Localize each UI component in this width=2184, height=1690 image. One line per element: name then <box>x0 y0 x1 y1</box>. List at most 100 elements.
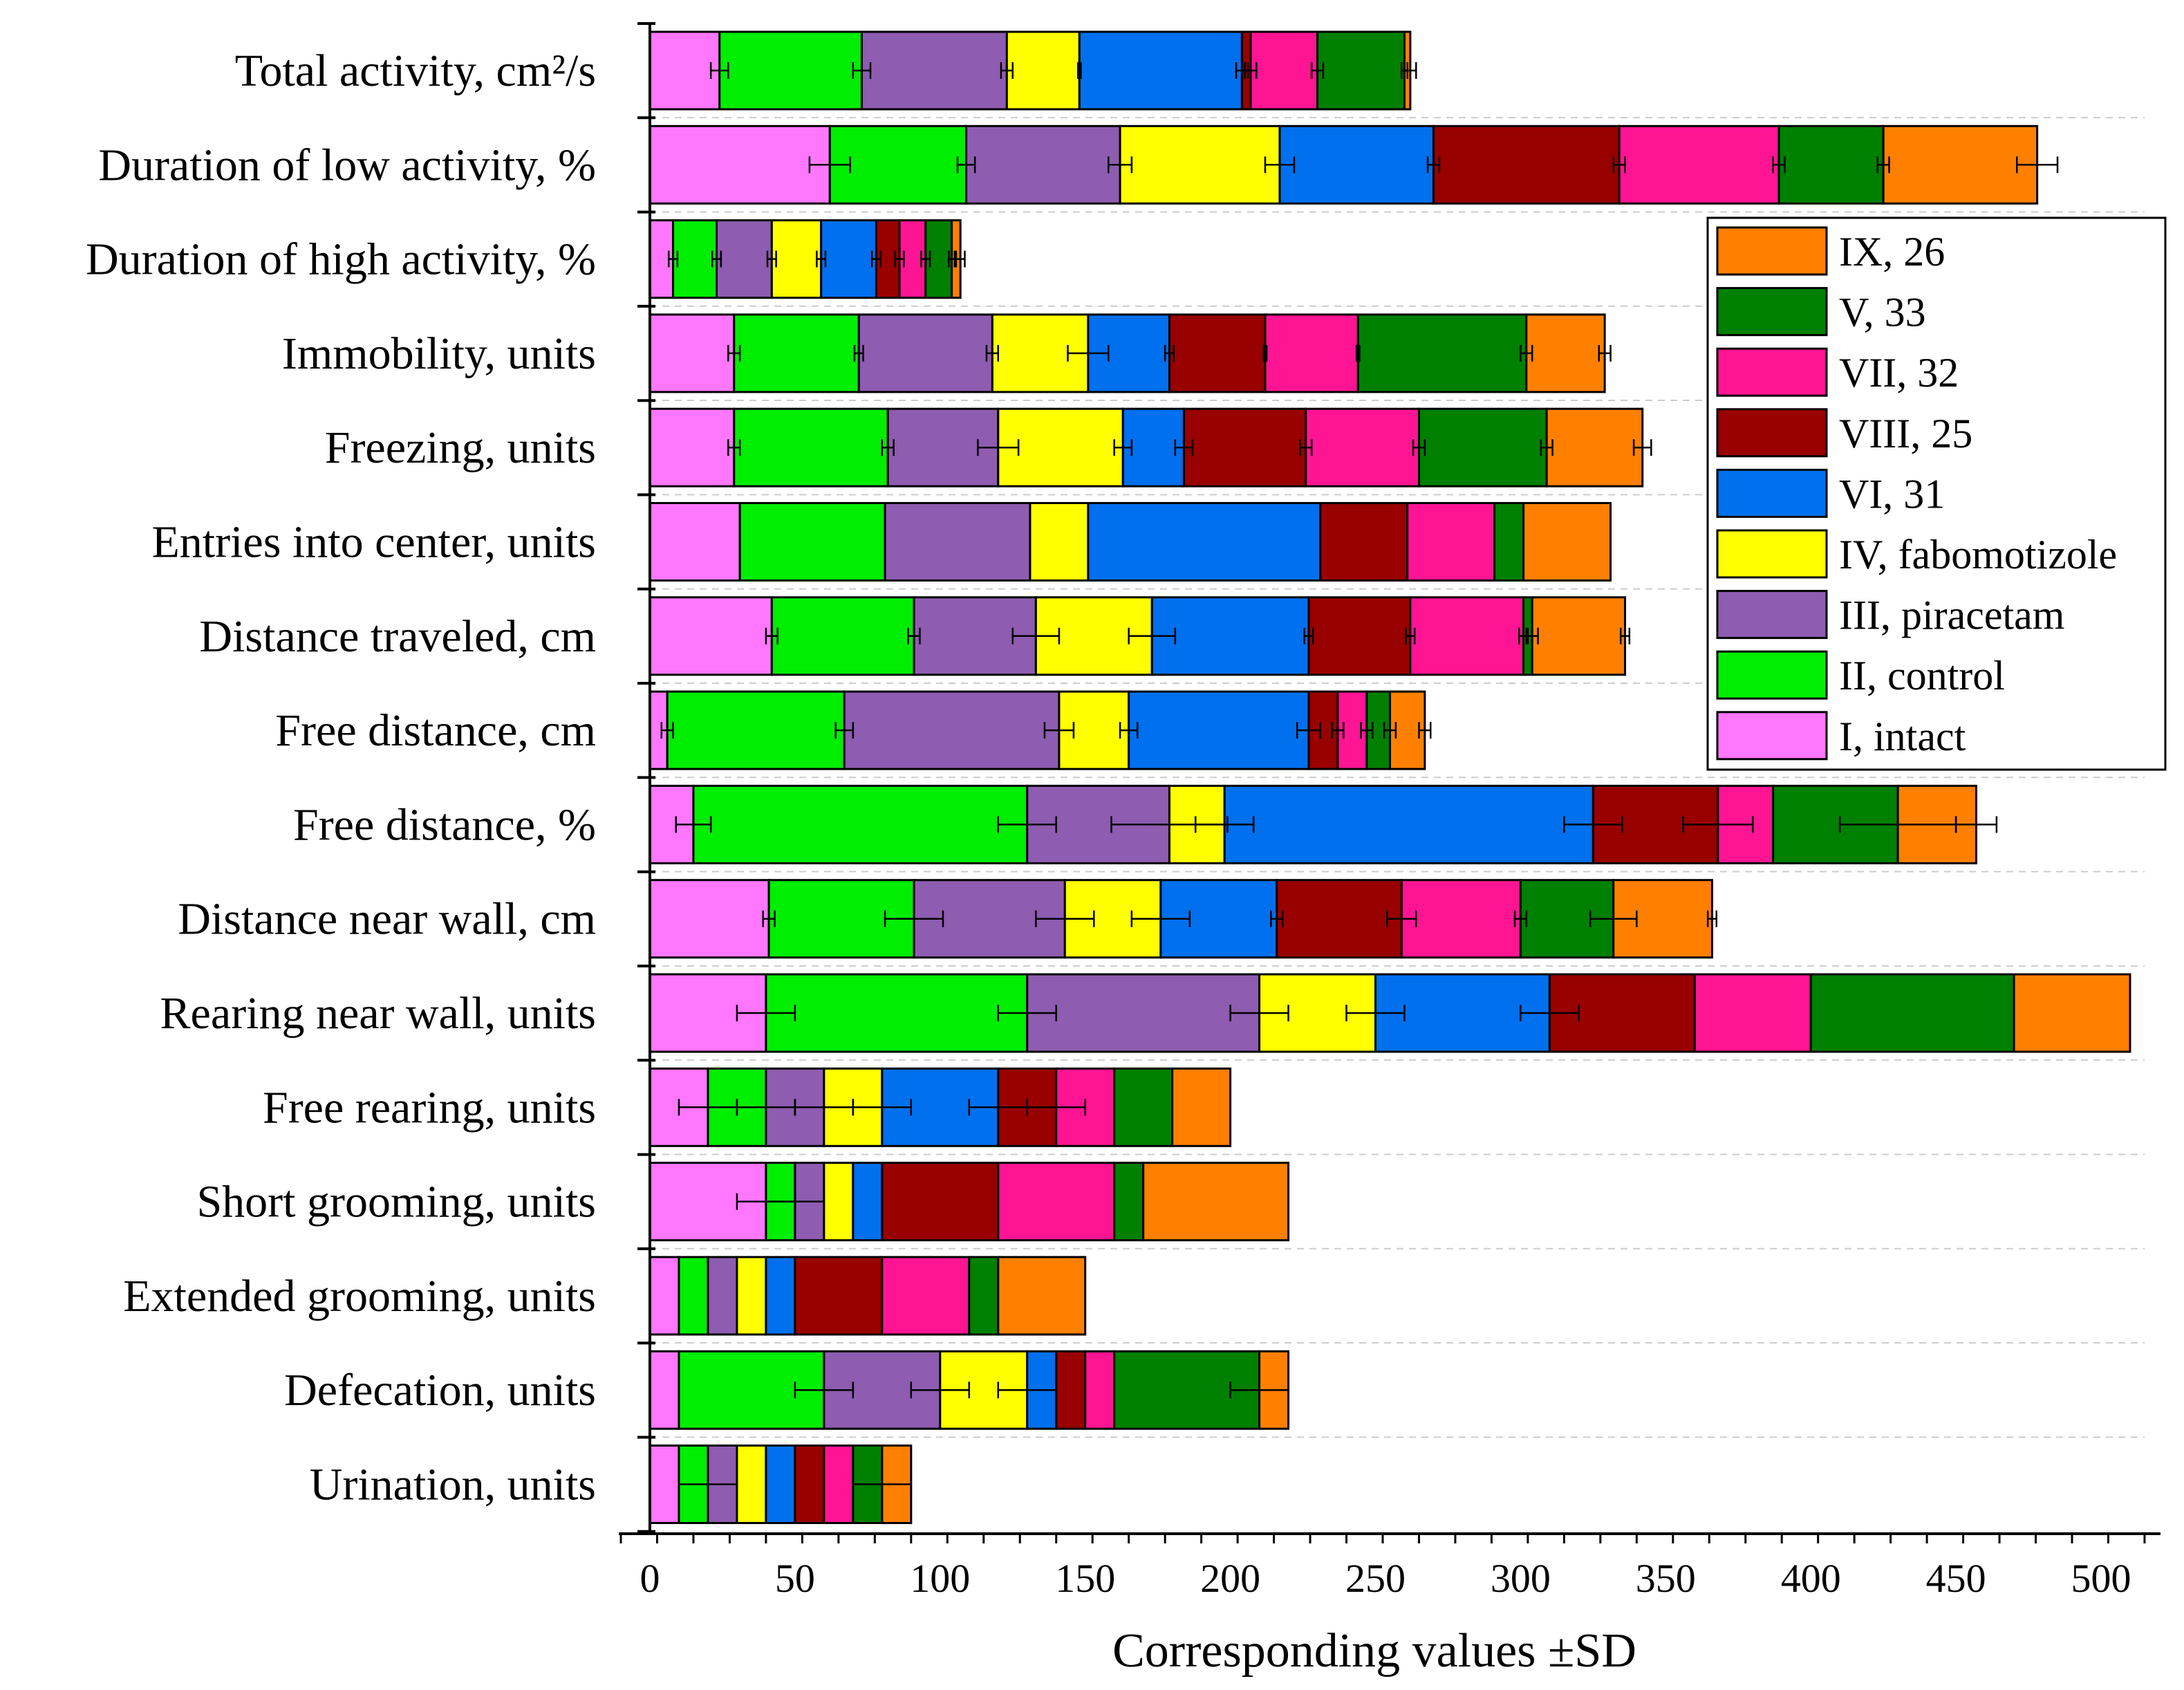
bar-v-33-short-grooming-units <box>1113 1162 1145 1242</box>
error-bar-vi-31-duration-of-low-activity <box>1426 156 1441 174</box>
category-label: Extended grooming, units <box>123 1271 596 1321</box>
bar-vii-32-immobility-units <box>1264 313 1359 393</box>
bar-ii-control-extended-grooming-units <box>678 1256 709 1336</box>
legend-item-iii-piracetam: III, piracetam <box>1716 590 2064 640</box>
bar-ii-control-total-activity-cm-s <box>718 30 863 111</box>
error-bar-vii-32-total-activity-cm-s <box>1310 62 1325 79</box>
error-bar-ix-26-duration-of-low-activity <box>2016 156 2059 174</box>
error-bar-iv-fabomotizole-distance-traveled-cm <box>1128 627 1177 644</box>
grid-lines <box>650 117 2145 1438</box>
bar-vii-32-defecation-units <box>1084 1350 1116 1430</box>
bar-iii-piracetam-rearing-near-wall-units <box>1026 973 1261 1053</box>
error-bar-vi-31-distance-near-wall-cm <box>1270 910 1284 927</box>
bar-ii-control-entries-into-center-units <box>738 502 886 582</box>
x-tick-label: 0 <box>640 1556 660 1601</box>
bar-iv-fabomotizole-duration-of-low-activity <box>1119 124 1281 205</box>
legend-swatch <box>1716 711 1828 761</box>
error-bar-v-33-duration-of-low-activity <box>1876 156 1890 174</box>
error-bar-ii-control-immobility-units <box>853 344 864 362</box>
error-bar-i-intact-free-distance <box>675 816 712 833</box>
bar-vi-31-total-activity-cm-s <box>1078 30 1243 111</box>
error-bar-ii-control-free-distance-cm <box>834 722 855 739</box>
bar-i-intact-entries-into-center-units <box>648 502 741 582</box>
bar-ii-control-freezing-units <box>733 407 889 488</box>
error-bar-iv-fabomotizole-free-rearing-units <box>852 1099 913 1116</box>
error-bar-iv-fabomotizole-free-distance <box>1194 816 1255 833</box>
bar-iii-piracetam-duration-of-low-activity <box>965 124 1121 205</box>
bar-iii-piracetam-extended-grooming-units <box>707 1256 738 1336</box>
error-bar-iii-piracetam-distance-near-wall-cm <box>1035 910 1095 927</box>
bar-v-33-total-activity-cm-s <box>1316 30 1406 111</box>
bar-viii-25-short-grooming-units <box>881 1162 1000 1242</box>
legend-label: VI, 31 <box>1839 471 1945 517</box>
category-label: Entries into center, units <box>151 517 596 568</box>
error-bar-viii-25-duration-of-high-activity <box>894 250 905 268</box>
error-bar-ix-26-distance-traveled-cm <box>1619 627 1631 644</box>
legend-item-vii-32: VII, 32 <box>1716 347 1959 397</box>
legend-label: II, control <box>1839 653 2005 698</box>
bar-v-33-rearing-near-wall-units <box>1809 973 2015 1053</box>
category-label: Immobility, units <box>282 328 596 379</box>
error-bar-vi-31-rearing-near-wall-units <box>1520 1005 1580 1021</box>
bar-iii-piracetam-total-activity-cm-s <box>860 30 1008 111</box>
bar-iv-fabomotizole-duration-of-high-activity <box>770 219 823 299</box>
legend-swatch <box>1716 287 1828 337</box>
bar-i-intact-immobility-units <box>648 313 736 393</box>
error-bar-vi-31-free-distance-cm <box>1296 722 1321 739</box>
bar-vi-31-entries-into-center-units <box>1087 502 1322 582</box>
error-bar-vii-32-free-distance-cm <box>1360 722 1374 739</box>
error-bar-iv-fabomotizole-duration-of-high-activity <box>816 250 827 268</box>
error-bar-v-33-free-distance-cm <box>1383 722 1397 739</box>
error-bar-iii-piracetam-free-distance-cm <box>1043 722 1075 739</box>
bar-vii-32-total-activity-cm-s <box>1249 30 1319 111</box>
legend-item-i-intact: I, intact <box>1716 711 1966 761</box>
x-tick-label: 250 <box>1345 1556 1406 1601</box>
bar-i-intact-extended-grooming-units <box>648 1256 680 1336</box>
bar-i-intact-distance-near-wall-cm <box>648 879 770 959</box>
error-bar-ii-control-rearing-near-wall-units <box>997 1005 1057 1021</box>
bar-vi-31-short-grooming-units <box>852 1162 884 1242</box>
bar-vi-31-duration-of-high-activity <box>820 219 877 299</box>
bar-i-intact-distance-traveled-cm <box>648 596 773 676</box>
x-axis-title: Corresponding values ±SD <box>1112 1624 1636 1678</box>
category-label: Total activity, cm²/s <box>235 46 596 96</box>
error-bar-i-intact-distance-near-wall-cm <box>762 910 776 927</box>
legend-item-viii-25: VIII, 25 <box>1716 408 1972 458</box>
bar-vii-32-urination-units <box>823 1445 855 1524</box>
category-label: Defecation, units <box>284 1365 596 1415</box>
bar-iv-fabomotizole-short-grooming-units <box>823 1162 855 1242</box>
error-bar-viii-25-total-activity-cm-s <box>1244 62 1258 79</box>
bar-viii-25-entries-into-center-units <box>1319 502 1409 582</box>
category-label: Free rearing, units <box>263 1082 596 1133</box>
bar-ii-control-duration-of-high-activity <box>672 219 718 299</box>
category-label: Freezing, units <box>325 423 596 473</box>
bar-vii-32-extended-grooming-units <box>881 1256 971 1336</box>
error-bar-viii-25-duration-of-low-activity <box>1612 156 1626 174</box>
error-bar-ii-control-freezing-units <box>881 439 895 456</box>
x-tick-label: 450 <box>1926 1556 1986 1601</box>
legend-swatch <box>1716 347 1828 397</box>
bar-ii-control-rearing-near-wall-units <box>765 973 1029 1053</box>
error-bar-ii-control-distance-near-wall-cm <box>884 910 944 927</box>
legend: IX, 26 V, 33 VII, 32 VIII, 25 VI, 31 IV, fabo… <box>1706 216 2167 771</box>
legend-label: VII, 32 <box>1839 350 1959 396</box>
error-bar-i-intact-free-distance-cm <box>660 722 674 739</box>
bar-vi-31-duration-of-low-activity <box>1278 124 1435 205</box>
bar-iii-piracetam-free-distance-cm <box>843 690 1061 770</box>
bar-vii-32-distance-near-wall-cm <box>1400 879 1522 959</box>
error-bar-iv-fabomotizole-duration-of-low-activity <box>1264 156 1296 174</box>
bar-iv-fabomotizole-total-activity-cm-s <box>1005 30 1081 111</box>
error-bar-vii-32-immobility-units <box>1355 344 1361 362</box>
error-bar-i-intact-immobility-units <box>727 344 741 362</box>
error-bar-ii-control-free-distance <box>997 816 1057 833</box>
category-label: Short grooming, units <box>196 1177 596 1227</box>
error-bar-iv-fabomotizole-distance-near-wall-cm <box>1130 910 1191 927</box>
bar-ix-26-extended-grooming-units <box>997 1256 1087 1336</box>
legend-label: IX, 26 <box>1839 229 1945 275</box>
error-bar-iv-fabomotizole-total-activity-cm-s <box>1076 62 1082 79</box>
error-bar-iii-piracetam-freezing-units <box>977 439 1020 456</box>
error-bar-i-intact-freezing-units <box>727 439 741 456</box>
bar-viii-25-urination-units <box>794 1445 825 1524</box>
error-bar-iv-fabomotizole-freezing-units <box>1113 439 1133 456</box>
error-bar-iv-fabomotizole-free-distance-cm <box>1119 722 1139 739</box>
